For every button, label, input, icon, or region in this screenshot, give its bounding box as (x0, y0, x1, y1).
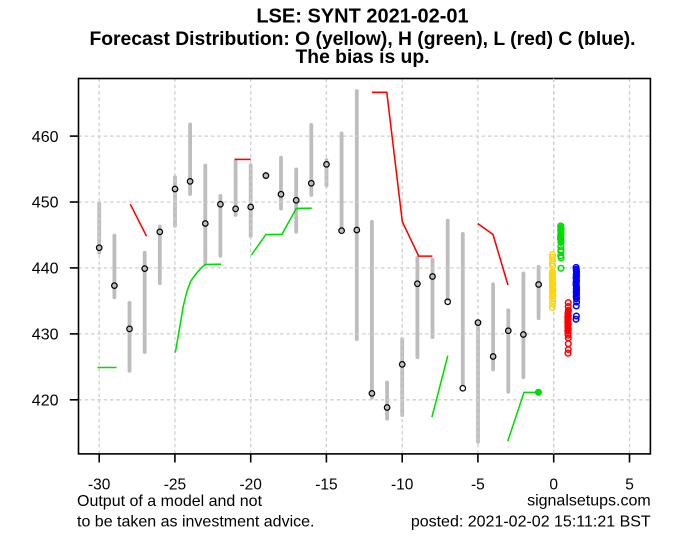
svg-text:-15: -15 (315, 476, 337, 493)
svg-text:LSE: SYNT 2021-02-01: LSE: SYNT 2021-02-01 (256, 5, 468, 27)
svg-text:0: 0 (549, 476, 558, 493)
svg-text:450: 450 (32, 195, 59, 212)
svg-text:-30: -30 (88, 476, 111, 493)
svg-text:-25: -25 (164, 476, 186, 493)
svg-text:430: 430 (32, 327, 59, 344)
svg-text:signalsetups.com: signalsetups.com (527, 493, 651, 510)
svg-text:posted: 2021-02-02 15:11:21 BS: posted: 2021-02-02 15:11:21 BST (411, 513, 651, 530)
svg-text:Output of a model and not: Output of a model and not (77, 493, 263, 510)
svg-text:-10: -10 (391, 476, 414, 493)
svg-text:-20: -20 (239, 476, 262, 493)
svg-text:to be taken as investment advi: to be taken as investment advice. (77, 513, 314, 530)
svg-text:5: 5 (625, 476, 634, 493)
svg-text:420: 420 (32, 393, 59, 410)
svg-text:The bias is up.: The bias is up. (296, 47, 430, 68)
svg-text:-5: -5 (471, 476, 485, 493)
svg-text:460: 460 (32, 129, 59, 146)
svg-text:Forecast Distribution: O (yell: Forecast Distribution: O (yellow), H (gr… (90, 29, 636, 50)
svg-text:440: 440 (32, 261, 59, 278)
